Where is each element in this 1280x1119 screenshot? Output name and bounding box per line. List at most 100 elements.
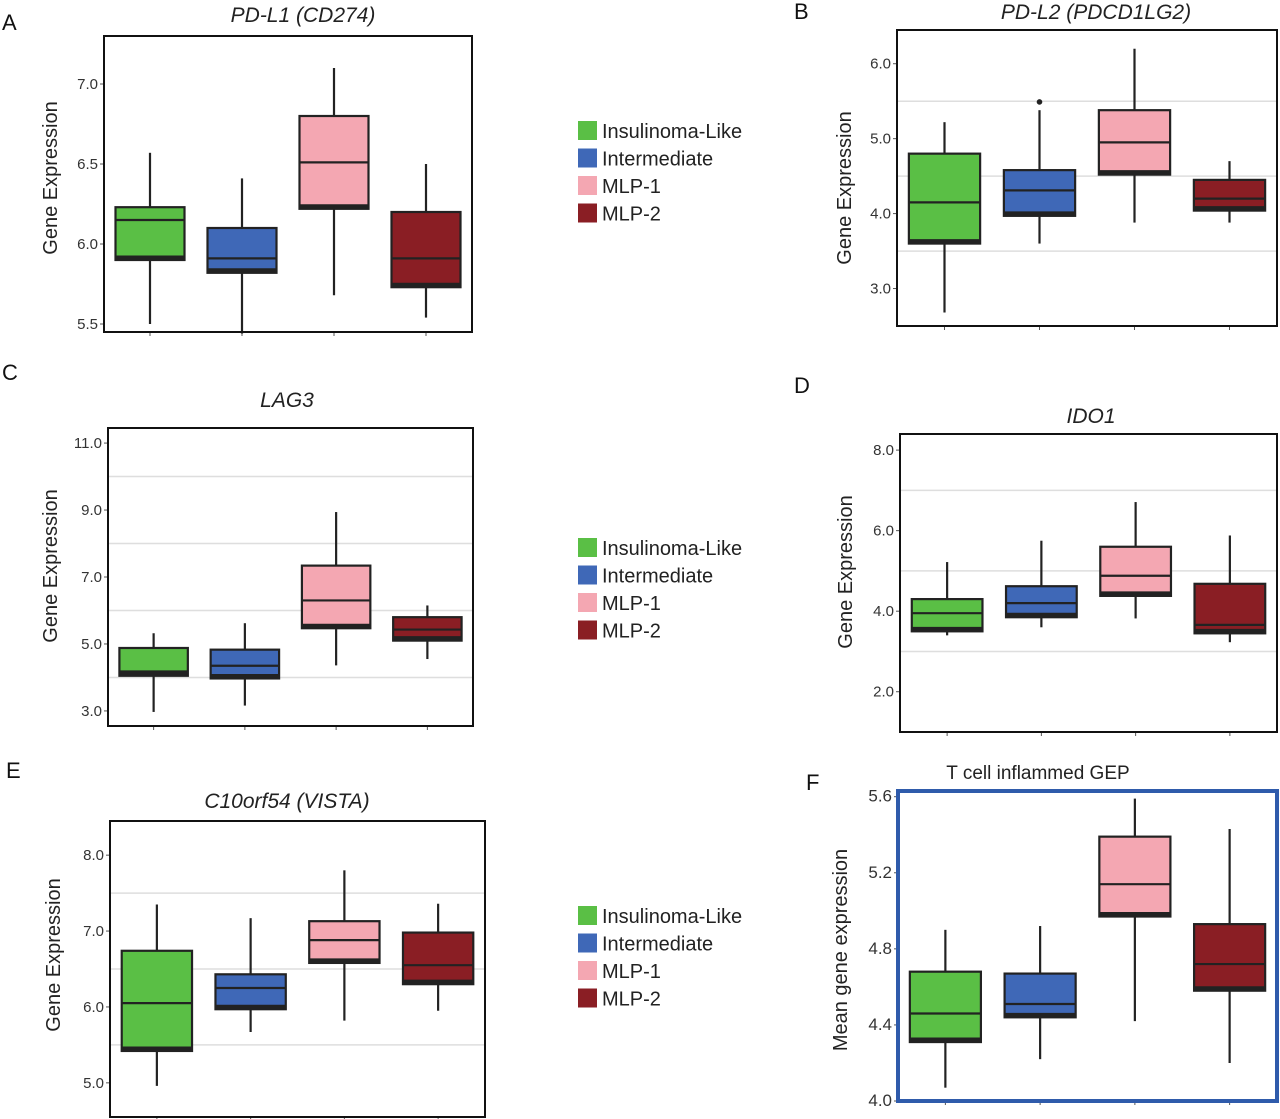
legend-swatch-2-0 xyxy=(578,906,597,925)
panel-letter-f: F xyxy=(806,770,819,795)
y-tick-label-f-1: 4.4 xyxy=(868,1015,892,1034)
legend-label-2-3: MLP-2 xyxy=(602,989,661,1011)
box-f-0 xyxy=(908,929,983,1088)
y-tick-label-b-2: 5.0 xyxy=(870,131,891,148)
legend-swatch-2-3 xyxy=(578,988,597,1008)
box-body-e-1 xyxy=(214,973,287,1011)
legend-swatch-1-1 xyxy=(578,565,597,585)
y-tick-label-c-0: 3.0 xyxy=(81,703,102,720)
box-body-e-2 xyxy=(308,920,381,965)
box-e-3 xyxy=(401,903,475,1011)
chart-title-c: LAG3 xyxy=(260,389,314,412)
legend-label-0-2: MLP-1 xyxy=(602,176,661,198)
y-tick-label-c-3: 9.0 xyxy=(81,502,102,519)
legend-label-0-1: Intermediate xyxy=(602,149,713,171)
box-d-2 xyxy=(1099,502,1173,619)
chart-title-d: IDO1 xyxy=(1066,405,1115,428)
panel-letter-c: C xyxy=(2,360,18,385)
y-axis-label-b: Gene Expression xyxy=(834,111,856,264)
box-body-b-3 xyxy=(1192,178,1267,212)
box-a-2 xyxy=(298,68,370,296)
plot-frame-c xyxy=(107,427,474,727)
box-body-b-0 xyxy=(907,152,982,245)
legend-swatch-0-0 xyxy=(578,121,597,140)
legend-label-1-2: MLP-1 xyxy=(602,593,661,615)
box-body-a-1 xyxy=(206,226,278,274)
y-tick-label-c-2: 7.0 xyxy=(81,569,102,586)
chart-title-b: PD-L2 (PDCD1LG2) xyxy=(1001,1,1191,24)
plot-frame-f xyxy=(896,789,1279,1103)
box-c-2 xyxy=(300,512,372,666)
legend-swatch-2-2 xyxy=(578,961,597,980)
y-tick-label-b-1: 4.0 xyxy=(870,206,891,223)
y-tick-label-d-1: 4.0 xyxy=(873,603,894,620)
y-axis-label-a: Gene Expression xyxy=(40,101,62,254)
box-body-e-0 xyxy=(120,949,194,1053)
box-body-c-1 xyxy=(209,648,281,680)
plot-area-a: 5.5 6.0 6.5 7.0 xyxy=(77,35,473,336)
box-c-1 xyxy=(209,623,281,706)
panel-letter-b: B xyxy=(794,0,809,24)
y-tick-label-c-4: 11.0 xyxy=(74,435,102,452)
y-tick-label-d-0: 2.0 xyxy=(873,684,894,701)
y-axis-label-e: Gene Expression xyxy=(43,878,65,1031)
plot-frame-b xyxy=(896,29,1278,327)
legend-middle: Insulinoma-Like Intermediate MLP-1 MLP-2 xyxy=(578,538,742,643)
box-e-1 xyxy=(214,918,287,1032)
box-body-d-0 xyxy=(910,598,984,633)
y-tick-label-e-0: 5.0 xyxy=(83,1075,104,1092)
box-a-3 xyxy=(390,164,462,318)
legend-label-0-3: MLP-2 xyxy=(602,204,661,226)
plot-frame-d xyxy=(899,433,1278,733)
y-tick-label-c-1: 5.0 xyxy=(81,636,102,653)
chart-title-e: C10orf54 (VISTA) xyxy=(204,790,369,813)
y-tick-label-f-2: 4.8 xyxy=(868,939,892,958)
box-body-f-0 xyxy=(908,970,983,1044)
box-body-f-1 xyxy=(1003,972,1077,1019)
box-d-1 xyxy=(1004,540,1078,628)
legend-label-2-1: Intermediate xyxy=(602,934,713,956)
legend-label-1-3: MLP-2 xyxy=(602,621,661,643)
y-tick-label-a-2: 6.5 xyxy=(77,156,98,173)
box-e-0 xyxy=(120,904,194,1086)
legend-swatch-1-0 xyxy=(578,538,597,557)
box-body-f-2 xyxy=(1098,835,1172,918)
plot-area-d: 2.0 4.0 6.0 8.0 xyxy=(873,433,1278,736)
box-f-2 xyxy=(1098,798,1172,1022)
y-tick-label-b-3: 6.0 xyxy=(870,56,891,73)
y-tick-label-a-0: 5.5 xyxy=(77,316,98,333)
y-tick-label-f-3: 5.2 xyxy=(868,863,892,882)
y-tick-label-f-0: 4.0 xyxy=(868,1091,892,1110)
legend-swatch-2-1 xyxy=(578,933,597,953)
panel-letter-e: E xyxy=(6,758,21,783)
plot-frame-e xyxy=(109,820,486,1118)
box-body-b-1 xyxy=(1002,169,1077,217)
chart-title-f: T cell inflammed GEP xyxy=(946,763,1129,784)
y-tick-label-b-0: 3.0 xyxy=(870,281,891,298)
y-tick-label-e-3: 8.0 xyxy=(83,847,104,864)
y-axis-label-f: Mean gene expression xyxy=(830,849,852,1051)
legend-swatch-0-2 xyxy=(578,176,597,195)
box-body-e-3 xyxy=(401,931,475,986)
box-a-1 xyxy=(206,178,278,334)
legend-label-2-0: Insulinoma-Like xyxy=(602,906,742,928)
y-tick-label-a-1: 6.0 xyxy=(77,236,98,253)
panel-letter-a: A xyxy=(2,10,17,35)
box-e-2 xyxy=(308,870,381,1021)
legend-swatch-0-3 xyxy=(578,203,597,223)
y-axis-label-c: Gene Expression xyxy=(40,489,62,642)
legend-bottom: Insulinoma-Like Intermediate MLP-1 MLP-2 xyxy=(578,906,742,1011)
legend-top: Insulinoma-Like Intermediate MLP-1 MLP-2 xyxy=(578,121,742,226)
box-d-0 xyxy=(910,562,984,636)
outlier-b-1-0 xyxy=(1036,99,1043,105)
legend-label-0-0: Insulinoma-Like xyxy=(602,121,742,143)
y-tick-label-e-2: 7.0 xyxy=(83,923,104,940)
legend-swatch-1-3 xyxy=(578,620,597,640)
box-c-0 xyxy=(118,633,189,712)
box-f-1 xyxy=(1003,926,1077,1060)
plot-area-b: 3.0 4.0 5.0 6.0 xyxy=(870,29,1278,330)
box-body-d-2 xyxy=(1099,545,1173,597)
plot-area-e: 5.0 6.0 7.0 8.0 xyxy=(83,820,486,1119)
plot-frame-a xyxy=(103,35,473,333)
